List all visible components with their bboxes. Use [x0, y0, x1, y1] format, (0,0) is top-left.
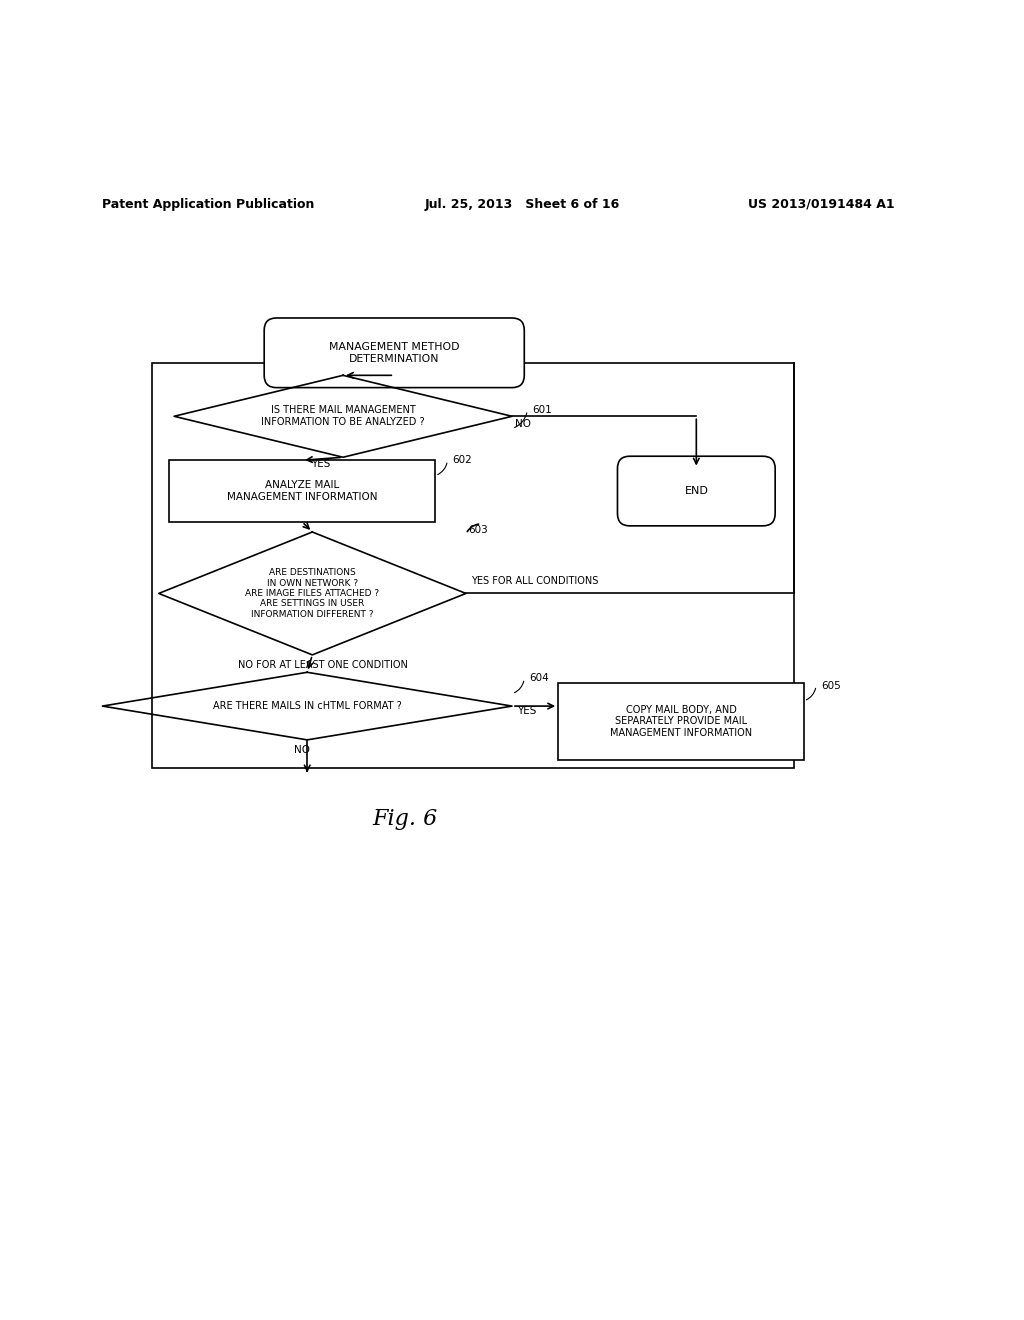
- Text: 605: 605: [821, 681, 841, 690]
- Text: 601: 601: [532, 405, 552, 416]
- Text: MANAGEMENT METHOD
DETERMINATION: MANAGEMENT METHOD DETERMINATION: [329, 342, 460, 363]
- Text: NO: NO: [515, 420, 531, 429]
- FancyBboxPatch shape: [264, 318, 524, 388]
- Text: Patent Application Publication: Patent Application Publication: [102, 198, 314, 211]
- Text: Jul. 25, 2013   Sheet 6 of 16: Jul. 25, 2013 Sheet 6 of 16: [425, 198, 621, 211]
- FancyBboxPatch shape: [617, 457, 775, 525]
- Bar: [152, 363, 794, 767]
- Text: ARE THERE MAILS IN cHTML FORMAT ?: ARE THERE MAILS IN cHTML FORMAT ?: [213, 701, 401, 711]
- Text: NO: NO: [294, 744, 310, 755]
- Text: 602: 602: [453, 455, 472, 466]
- Text: END: END: [684, 486, 709, 496]
- Text: IS THERE MAIL MANAGEMENT
INFORMATION TO BE ANALYZED ?: IS THERE MAIL MANAGEMENT INFORMATION TO …: [261, 405, 425, 428]
- Text: 603: 603: [468, 525, 487, 535]
- Text: ANALYZE MAIL
MANAGEMENT INFORMATION: ANALYZE MAIL MANAGEMENT INFORMATION: [227, 480, 377, 502]
- Bar: [169, 461, 435, 521]
- Bar: [558, 682, 804, 760]
- Text: 604: 604: [529, 673, 549, 684]
- Text: YES FOR ALL CONDITIONS: YES FOR ALL CONDITIONS: [471, 576, 598, 586]
- Text: Fig. 6: Fig. 6: [372, 808, 437, 830]
- Text: NO FOR AT LEAST ONE CONDITION: NO FOR AT LEAST ONE CONDITION: [238, 660, 408, 671]
- Text: YES: YES: [311, 459, 330, 470]
- Text: COPY MAIL BODY, AND
SEPARATELY PROVIDE MAIL
MANAGEMENT INFORMATION: COPY MAIL BODY, AND SEPARATELY PROVIDE M…: [610, 705, 752, 738]
- Text: YES: YES: [517, 706, 537, 717]
- Text: US 2013/0191484 A1: US 2013/0191484 A1: [748, 198, 894, 211]
- Text: ARE DESTINATIONS
IN OWN NETWORK ?
ARE IMAGE FILES ATTACHED ?
ARE SETTINGS IN USE: ARE DESTINATIONS IN OWN NETWORK ? ARE IM…: [246, 568, 379, 619]
